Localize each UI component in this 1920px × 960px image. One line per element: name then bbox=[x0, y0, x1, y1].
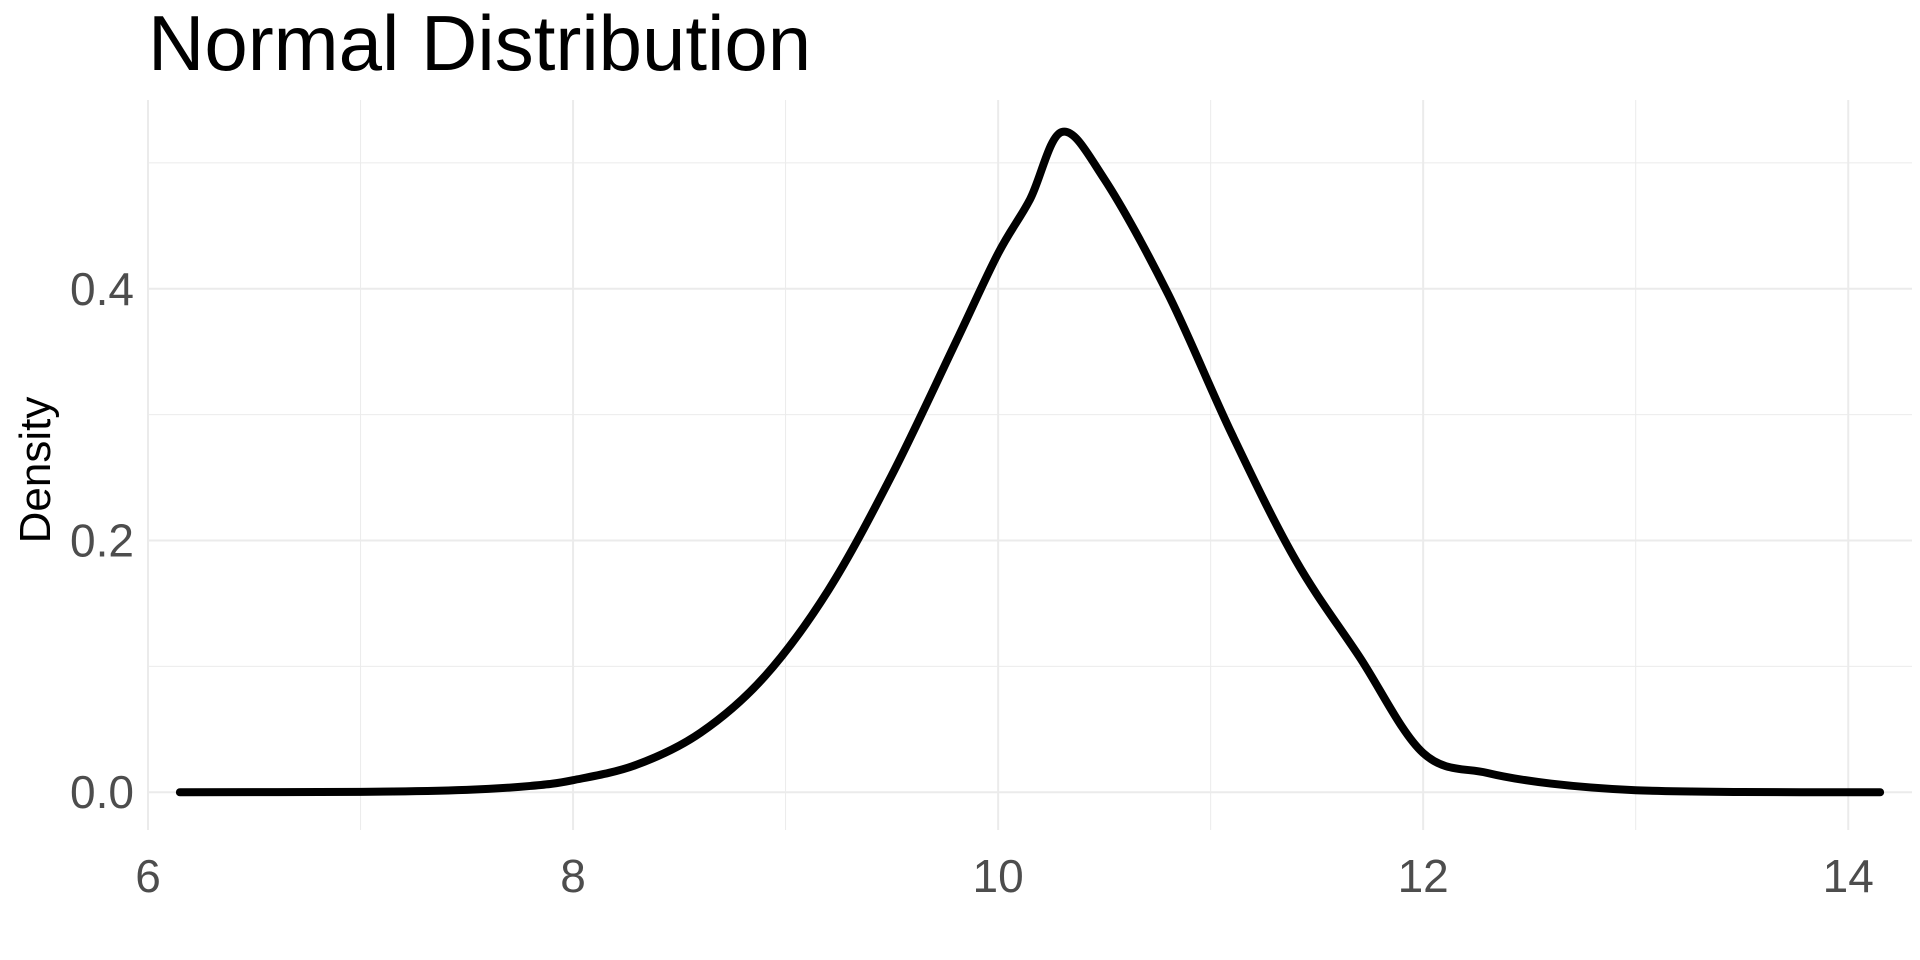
x-tick-label: 8 bbox=[560, 850, 586, 902]
x-axis-ticks: 6 8 10 12 14 bbox=[135, 850, 1874, 902]
chart-title: Normal Distribution bbox=[148, 0, 811, 87]
x-tick-label: 12 bbox=[1398, 850, 1449, 902]
x-tick-label: 14 bbox=[1823, 850, 1874, 902]
y-axis-ticks: 0.0 0.2 0.4 bbox=[70, 263, 134, 818]
major-gridlines bbox=[147, 100, 1912, 830]
y-tick-label: 0.4 bbox=[70, 263, 134, 315]
y-tick-label: 0.0 bbox=[70, 766, 134, 818]
y-axis-title: Density bbox=[11, 397, 60, 544]
series-layer bbox=[175, 127, 1885, 797]
density-curve-line bbox=[175, 127, 1885, 797]
y-tick-label: 0.2 bbox=[70, 515, 134, 567]
x-tick-label: 6 bbox=[135, 850, 161, 902]
x-tick-label: 10 bbox=[973, 850, 1024, 902]
minor-gridlines bbox=[148, 100, 1912, 830]
